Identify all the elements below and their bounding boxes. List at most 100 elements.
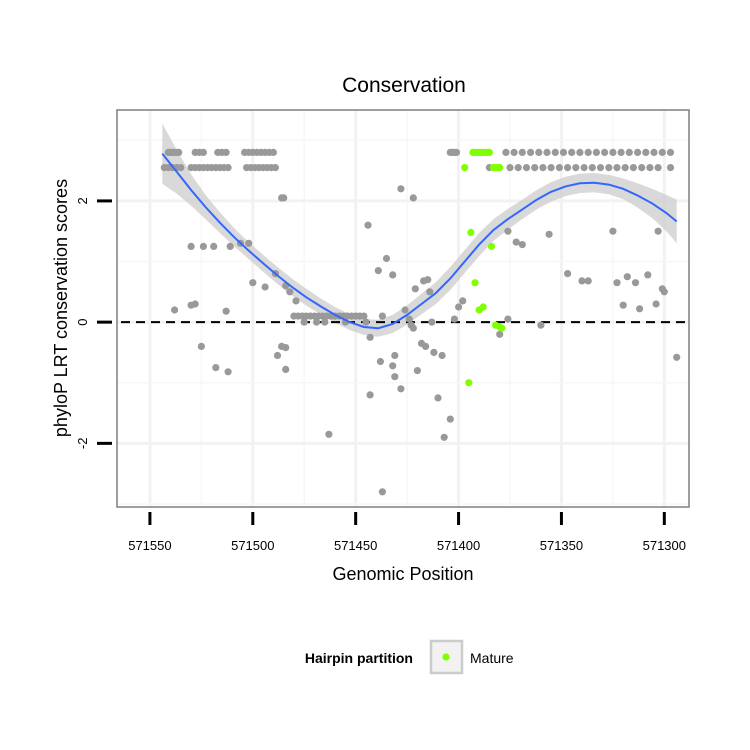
data-point-mature: [471, 279, 479, 287]
data-point-mature: [485, 148, 493, 156]
data-point: [452, 148, 461, 156]
data-point: [617, 148, 625, 156]
data-point: [666, 148, 675, 156]
data-point: [389, 362, 397, 370]
data-point: [210, 242, 218, 250]
data-point: [652, 300, 660, 308]
data-point: [413, 367, 421, 375]
x-tick-label: 571350: [540, 538, 583, 553]
data-point: [584, 277, 592, 285]
data-point: [455, 303, 463, 311]
data-point: [636, 305, 644, 313]
data-point: [249, 279, 257, 287]
data-point: [564, 270, 572, 278]
data-point: [613, 279, 621, 287]
confidence-band: [162, 123, 677, 337]
data-point: [576, 148, 584, 156]
data-point: [666, 164, 675, 172]
data-point-mature: [467, 228, 475, 236]
data-point: [543, 148, 551, 156]
legend-mature-label: Mature: [470, 650, 514, 666]
data-point: [580, 164, 588, 172]
data-point: [518, 148, 526, 156]
data-point: [619, 301, 627, 309]
x-tick-label: 571450: [334, 538, 377, 553]
data-point: [360, 312, 368, 320]
data-point: [282, 344, 290, 352]
grid: [117, 110, 689, 507]
data-point: [374, 267, 382, 275]
data-point: [424, 276, 432, 284]
data-point: [378, 488, 386, 496]
data-point: [506, 164, 514, 172]
data-point: [621, 164, 629, 172]
data-point: [389, 271, 397, 279]
data-point: [535, 148, 543, 156]
data-point: [280, 194, 288, 202]
data-point: [199, 148, 207, 156]
data-point-mature: [465, 379, 473, 387]
data-point: [559, 148, 568, 156]
data-point: [376, 357, 384, 366]
data-point: [531, 164, 539, 172]
data-point: [222, 307, 230, 315]
legend: Hairpin partition Mature: [305, 639, 514, 675]
data-point: [578, 277, 586, 285]
data-point: [428, 318, 436, 326]
data-point: [397, 385, 405, 393]
data-point: [654, 164, 662, 172]
legend-title: Hairpin partition: [305, 650, 413, 666]
data-point: [522, 164, 531, 172]
data-point: [658, 148, 666, 156]
data-point: [564, 164, 572, 172]
y-tick-label: 2: [75, 197, 90, 204]
data-point: [514, 164, 522, 172]
data-point: [609, 148, 617, 156]
data-point: [545, 230, 553, 238]
data-point: [409, 324, 417, 332]
data-point: [411, 285, 419, 293]
data-point-mature: [479, 303, 487, 311]
data-point-mature: [496, 164, 504, 172]
data-point: [397, 185, 405, 193]
data-point: [644, 271, 652, 279]
data-point: [224, 368, 232, 376]
x-axis-label: Genomic Position: [332, 564, 473, 584]
series-mature: [461, 148, 506, 387]
data-point: [646, 164, 654, 172]
data-point: [364, 221, 372, 229]
data-point: [631, 279, 640, 287]
data-point: [625, 148, 633, 156]
data-point: [286, 288, 294, 296]
data-point: [362, 318, 370, 326]
data-point: [547, 164, 555, 172]
data-point: [366, 391, 374, 399]
data-point: [199, 242, 207, 250]
data-point: [642, 148, 650, 156]
data-point: [572, 164, 580, 172]
data-point: [245, 239, 253, 247]
data-point: [391, 373, 399, 381]
data-point: [325, 430, 333, 438]
data-point: [596, 164, 605, 172]
data-point: [551, 148, 559, 156]
legend-mature-swatch: [442, 653, 450, 661]
x-axis: 571550 571500 571450 571400 571350 571300: [128, 512, 686, 553]
data-point: [378, 312, 386, 320]
data-point: [510, 148, 518, 156]
data-point: [673, 353, 681, 361]
x-tick-label: 571300: [643, 538, 686, 553]
data-point: [502, 148, 510, 156]
data-point-mature: [461, 164, 469, 172]
data-point: [518, 241, 526, 249]
data-point: [391, 351, 399, 360]
data-point: [382, 254, 391, 263]
data-point: [588, 164, 596, 172]
data-point: [629, 164, 638, 172]
data-point: [300, 318, 308, 326]
data-point: [366, 333, 374, 341]
data-point: [271, 164, 279, 172]
x-tick-label: 571500: [231, 538, 274, 553]
data-point: [426, 288, 434, 296]
data-point: [409, 194, 417, 202]
